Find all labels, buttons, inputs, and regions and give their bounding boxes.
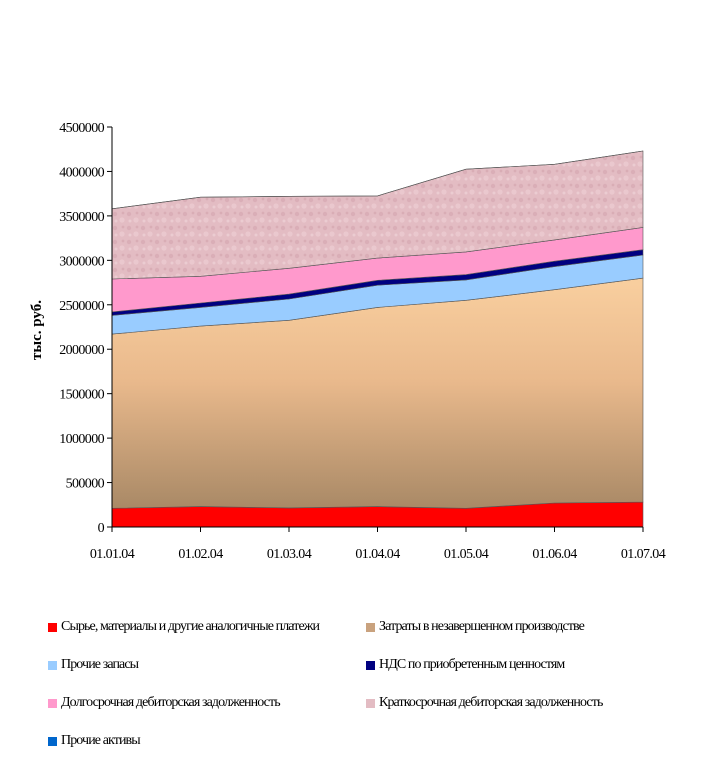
- legend: Сырье, материалы и другие аналогичные пл…: [48, 618, 688, 758]
- legend-label: Затраты в незавершенном производстве: [379, 619, 585, 634]
- legend-item: Долгосрочная дебиторская задолженность: [48, 694, 281, 712]
- legend-label: Долгосрочная дебиторская задолженность: [61, 695, 281, 710]
- y-tick-label: 1000000: [59, 432, 104, 447]
- legend-label: Краткосрочная дебиторская задолженность: [379, 695, 603, 710]
- y-tick-label: 2000000: [59, 343, 104, 358]
- x-tick-label: 01.05.04: [444, 547, 489, 562]
- legend-swatch: [48, 736, 57, 746]
- y-tick-label: 500000: [66, 477, 105, 492]
- x-tick-label: 01.06.04: [532, 547, 577, 562]
- axes: 0 500000 1000000 1500000 2000000 2500000 30000…: [59, 121, 666, 562]
- x-tick-label: 01.04.04: [355, 547, 400, 562]
- x-tick-label: 01.01.04: [90, 547, 135, 562]
- legend-label: Прочие запасы: [61, 657, 139, 672]
- legend-item: НДС по приобретенным ценностям: [366, 656, 565, 674]
- x-tick-label: 01.03.04: [267, 547, 312, 562]
- legend-swatch: [366, 698, 375, 708]
- legend-label: Прочие активы: [61, 733, 141, 748]
- legend-label: НДС по приобретенным ценностям: [379, 657, 565, 672]
- legend-swatch: [48, 622, 57, 632]
- y-tick-label: 4500000: [59, 121, 104, 136]
- legend-swatch: [48, 698, 57, 708]
- legend-item: Сырье, материалы и другие аналогичные пл…: [48, 618, 320, 636]
- legend-swatch: [366, 622, 375, 632]
- x-tick-label: 01.02.04: [178, 547, 223, 562]
- y-tick-label: 1500000: [59, 388, 104, 403]
- area-series-7: [111, 150, 644, 210]
- y-tick-label: 3000000: [59, 254, 104, 269]
- legend-swatch: [48, 660, 57, 670]
- legend-item: Прочие запасы: [48, 656, 139, 674]
- legend-item: Затраты в незавершенном производстве: [366, 618, 585, 636]
- legend-item: Краткосрочная дебиторская задолженность: [366, 694, 603, 712]
- y-tick-label: 3500000: [59, 210, 104, 225]
- y-tick-label: 2500000: [59, 299, 104, 314]
- legend-swatch: [366, 660, 375, 670]
- legend-item: Прочие активы: [48, 732, 141, 750]
- x-tick-label: 01.07.04: [621, 547, 666, 562]
- y-tick-label: 4000000: [59, 165, 104, 180]
- y-tick-label: 0: [98, 521, 105, 536]
- y-axis-label: тыс. руб.: [29, 300, 45, 360]
- plot-area: [111, 150, 644, 528]
- legend-label: Сырье, материалы и другие аналогичные пл…: [61, 619, 320, 634]
